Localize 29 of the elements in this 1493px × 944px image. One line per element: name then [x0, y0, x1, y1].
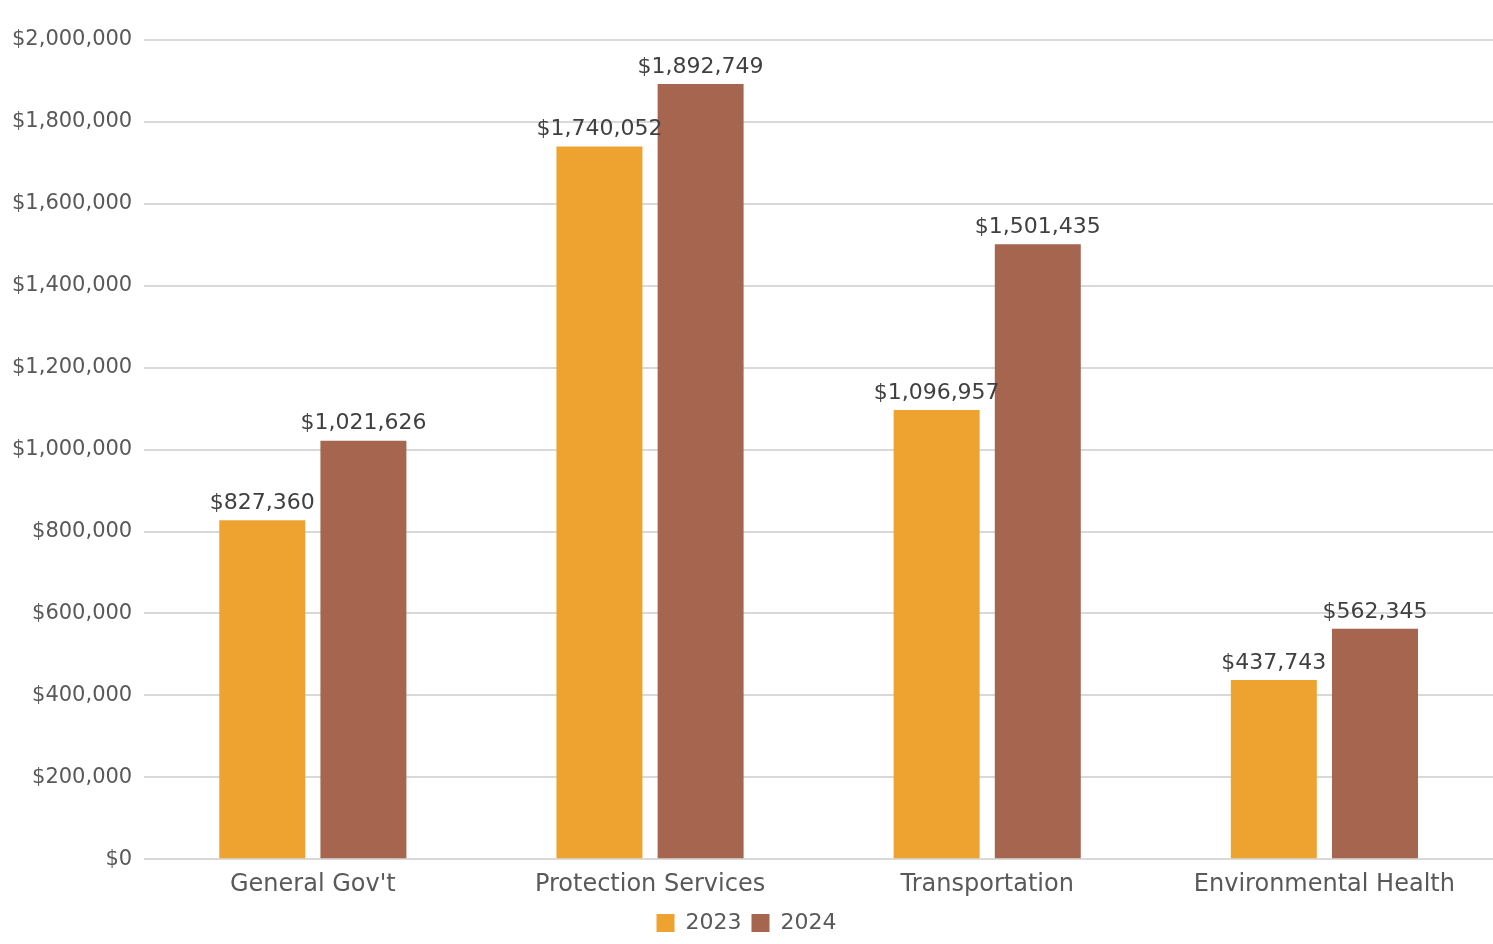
- y-tick-label: $800,000: [32, 517, 133, 542]
- bar: [893, 409, 980, 859]
- y-tick-label: $1,200,000: [11, 354, 133, 379]
- x-tick-label: General Gov't: [229, 868, 396, 897]
- data-label: $1,021,626: [300, 409, 427, 435]
- bar: [1331, 628, 1418, 859]
- data-label: $562,345: [1322, 597, 1428, 623]
- data-label: $437,743: [1221, 648, 1327, 674]
- data-label: $827,360: [209, 489, 315, 515]
- y-tick-label: $1,400,000: [11, 272, 133, 297]
- legend-label: 2023: [685, 908, 742, 934]
- x-tick-label: Transportation: [899, 868, 1074, 897]
- data-label: $1,892,749: [637, 52, 764, 78]
- x-tick-label: Environmental Health: [1193, 868, 1455, 897]
- bar: [556, 146, 643, 859]
- y-tick-label: $1,800,000: [11, 108, 133, 133]
- bar: [320, 440, 407, 859]
- y-tick-label: $200,000: [32, 763, 133, 788]
- y-tick-label: $1,600,000: [11, 190, 133, 215]
- y-tick-label: $600,000: [32, 599, 133, 624]
- y-tick-label: $2,000,000: [11, 26, 133, 51]
- y-tick-label: $400,000: [32, 681, 133, 706]
- y-tick-label: $1,000,000: [11, 436, 133, 461]
- legend-label: 2024: [780, 908, 837, 934]
- bar: [219, 520, 306, 859]
- y-tick-label: $0: [105, 845, 133, 870]
- x-tick-label: Protection Services: [534, 868, 766, 897]
- bar: [1230, 679, 1317, 859]
- data-label: $1,501,435: [974, 212, 1101, 238]
